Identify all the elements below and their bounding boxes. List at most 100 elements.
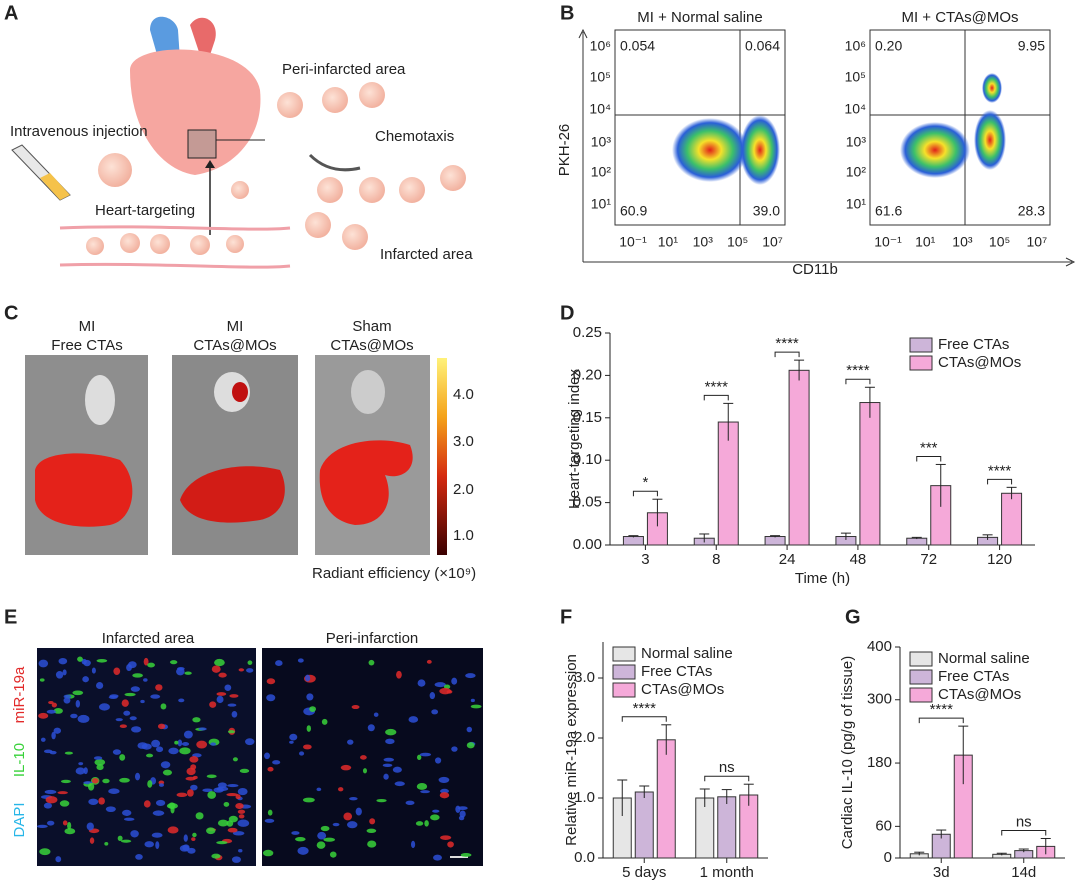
x-tick-label: 10⁻¹ — [874, 234, 902, 250]
cell — [177, 739, 183, 747]
cell — [410, 840, 416, 849]
cell — [185, 776, 196, 781]
significance-bracket — [1001, 829, 1047, 836]
cell — [45, 796, 58, 804]
channel-label: DAPI — [11, 802, 28, 837]
cell — [217, 819, 229, 827]
cell — [216, 695, 224, 704]
x-tick-label: 8 — [712, 551, 720, 568]
label: Intravenous injection — [10, 123, 148, 140]
cell — [229, 694, 239, 698]
plot-frame — [614, 29, 786, 226]
cell — [98, 703, 110, 711]
legend-label: Free CTAs — [938, 668, 1009, 685]
cell — [432, 809, 440, 813]
cell — [217, 782, 227, 788]
cell — [202, 788, 213, 792]
cell — [459, 810, 466, 818]
cell — [105, 806, 116, 813]
cell — [183, 730, 193, 739]
cell — [49, 750, 57, 755]
arrow — [308, 153, 361, 172]
x-tick-label: 1 month — [700, 864, 754, 881]
cell — [465, 673, 476, 679]
cell — [266, 678, 276, 685]
group-label: Sham — [352, 318, 391, 335]
significance-label: **** — [846, 362, 870, 379]
cell — [246, 668, 254, 673]
cell — [169, 660, 178, 665]
y-axis-label: Relative miR-19a expression — [563, 654, 580, 846]
x-tick-label: 10⁵ — [727, 234, 748, 250]
cell — [48, 700, 54, 705]
chart: D 0.00 0.05 0.10 0.15 0.20 0.25 Heart-targeting… — [560, 302, 1035, 587]
density — [982, 73, 1002, 103]
cell — [189, 756, 199, 763]
cell — [123, 710, 131, 716]
x-tick-label: 24 — [779, 551, 796, 568]
cell — [38, 659, 49, 668]
cell — [124, 692, 136, 697]
cell — [394, 781, 405, 787]
cell — [451, 677, 458, 685]
cell — [227, 784, 239, 788]
cell — [231, 710, 238, 718]
cell — [178, 698, 185, 703]
cell — [416, 754, 422, 760]
cell — [44, 789, 57, 794]
cell — [433, 854, 442, 861]
cell — [51, 731, 56, 740]
cell — [190, 784, 198, 791]
cell — [120, 839, 132, 843]
cell — [155, 799, 166, 807]
y-tick-label: 10⁶ — [845, 38, 866, 54]
cell — [238, 814, 245, 819]
cell — [64, 828, 76, 835]
cell — [209, 701, 217, 708]
cell — [316, 841, 326, 849]
legend-label: CTAs@MOs — [641, 681, 724, 698]
group-label: CTAs@MOs — [193, 337, 276, 354]
cell — [55, 670, 64, 679]
cell — [289, 733, 298, 741]
bar — [656, 739, 676, 859]
cell — [57, 791, 68, 795]
cell — [187, 847, 196, 854]
cell — [64, 751, 73, 755]
image-title: Peri-infarction — [326, 630, 419, 647]
x-tick-label: 10¹ — [658, 234, 679, 250]
legend-label: Free CTAs — [641, 663, 712, 680]
cell — [143, 800, 151, 808]
cell — [211, 853, 221, 859]
y-tick-label: 10¹ — [591, 196, 612, 212]
cell — [317, 831, 327, 840]
x-tick-label: 14d — [1011, 864, 1036, 881]
cell — [147, 662, 155, 668]
heart — [351, 370, 385, 414]
cell — [67, 821, 72, 830]
panel-letter: D — [560, 302, 574, 324]
cell — [207, 791, 217, 799]
cell — [264, 818, 275, 823]
cell — [316, 787, 322, 792]
x-axis-label: CD11b — [792, 261, 838, 278]
cell — [119, 754, 126, 761]
y-tick-label: 400 — [867, 638, 892, 655]
cell — [227, 730, 235, 734]
y-tick-label: 10⁵ — [590, 69, 611, 85]
cell — [128, 661, 137, 669]
cell — [59, 800, 70, 807]
significance-label: **** — [705, 378, 729, 395]
signal — [232, 382, 248, 402]
quadrant-value: 39.0 — [753, 203, 780, 219]
quadrant-value: 0.064 — [745, 38, 780, 54]
cell — [150, 694, 161, 699]
cell — [60, 779, 71, 784]
cell — [121, 699, 129, 707]
cell — [266, 694, 276, 702]
cell — [87, 782, 95, 791]
cell — [192, 832, 197, 838]
cell — [396, 670, 402, 679]
cell — [145, 753, 154, 758]
label: Infarcted area — [380, 246, 473, 263]
